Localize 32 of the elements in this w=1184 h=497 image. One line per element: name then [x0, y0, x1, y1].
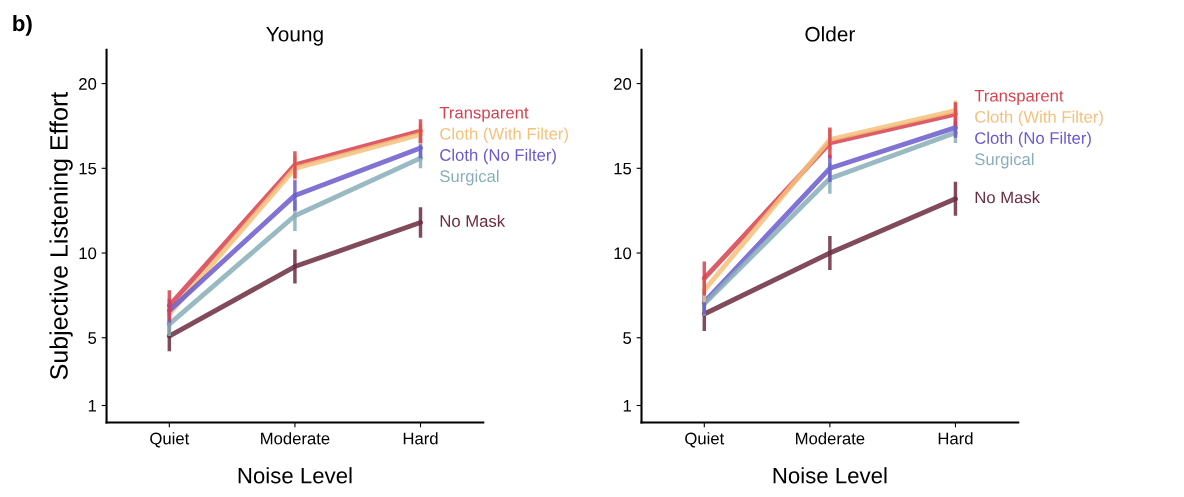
- y-axis-title: Subjective Listening Effort: [49, 91, 73, 380]
- y-tick-label: 10: [614, 247, 632, 260]
- y-tick-label: 15: [79, 162, 97, 175]
- x-axis-title: Noise Level: [238, 467, 352, 484]
- series-label: Cloth (With Filter): [440, 127, 568, 144]
- chart-title: Young: [266, 27, 323, 46]
- x-tick-label: Hard: [938, 432, 973, 445]
- series-label: No Mask: [975, 191, 1041, 204]
- series-label: Transparent: [974, 89, 1064, 105]
- x-tick-label: Moderate: [796, 432, 865, 445]
- x-tick-label: Quiet: [685, 432, 725, 448]
- series-label: Cloth (No Filter): [975, 131, 1091, 148]
- y-tick-label: 1: [88, 400, 97, 412]
- series-label: No Mask: [440, 214, 506, 227]
- chart-title: Older: [805, 26, 855, 42]
- x-tick-label: Moderate: [261, 432, 330, 445]
- y-tick-label: 10: [79, 247, 97, 260]
- y-tick-label: 5: [88, 332, 97, 344]
- series-label: Cloth (No Filter): [440, 148, 556, 165]
- y-tick-label: 20: [614, 77, 632, 90]
- x-tick-label: Hard: [403, 432, 438, 445]
- y-tick-label: 1: [623, 400, 631, 412]
- y-tick-label: 15: [614, 162, 632, 175]
- x-axis-title: Noise Level: [773, 467, 887, 484]
- series-label: Transparent: [439, 106, 529, 122]
- series-label: Cloth (With Filter): [975, 110, 1103, 127]
- y-tick-label: 5: [623, 332, 632, 344]
- y-tick-label: 20: [79, 77, 97, 90]
- text: b): [13, 14, 32, 36]
- series-label: Surgical: [975, 152, 1034, 169]
- series-label: Surgical: [440, 169, 499, 186]
- x-tick-label: Quiet: [150, 432, 190, 448]
